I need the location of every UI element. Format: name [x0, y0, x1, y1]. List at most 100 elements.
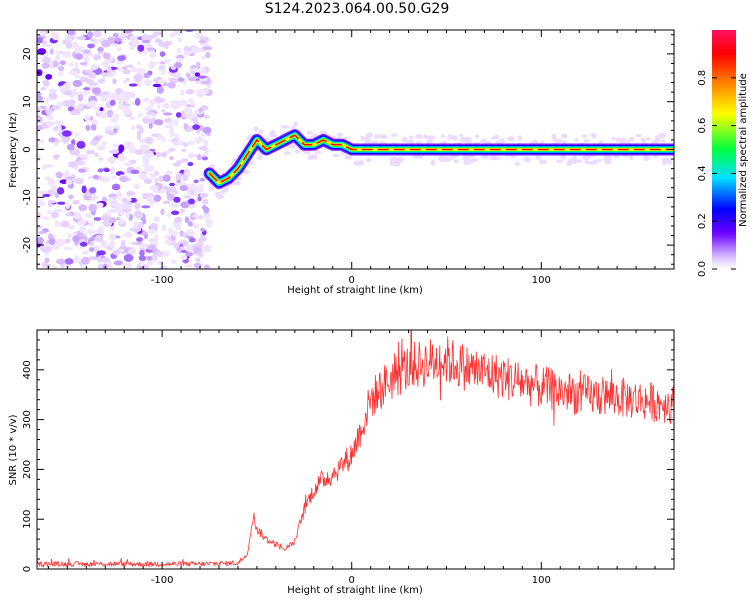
noise-blob — [68, 62, 74, 67]
haze-blob — [552, 137, 558, 142]
spectrogram-xtick-label: -100 — [151, 275, 174, 286]
noise-blob — [199, 185, 204, 192]
noise-blob — [117, 67, 123, 72]
haze-blob — [353, 160, 361, 166]
haze-blob — [532, 139, 538, 144]
haze-blob — [474, 134, 480, 139]
noise-blob — [110, 175, 118, 180]
noise-blob — [60, 134, 71, 143]
noise-blob — [93, 216, 102, 221]
noise-blob — [76, 35, 87, 41]
noise-blob — [108, 93, 117, 101]
noise-blob — [139, 243, 148, 249]
noise-blob — [67, 233, 72, 239]
noise-blob — [139, 249, 145, 257]
noise-blob — [67, 161, 78, 168]
noise-blob — [192, 223, 200, 229]
noise-blob — [128, 146, 138, 154]
noise-blob — [118, 98, 124, 106]
haze-blob — [401, 136, 408, 142]
noise-blob — [40, 86, 47, 91]
haze-blob — [581, 134, 588, 138]
noise-blob — [176, 247, 182, 252]
haze-blob — [523, 156, 531, 163]
noise-blob — [114, 37, 122, 42]
noise-blob — [164, 239, 173, 245]
noise-blob — [72, 79, 83, 88]
haze-blob — [507, 136, 515, 142]
noise-blob — [192, 124, 201, 130]
noise-blob — [97, 263, 103, 269]
noise-blob — [37, 153, 40, 162]
noise-blob — [79, 62, 88, 66]
haze-blob — [257, 154, 263, 161]
noise-blob — [190, 65, 197, 69]
noise-blob — [114, 112, 119, 121]
noise-blob — [55, 171, 63, 178]
noise-blob — [83, 87, 91, 91]
noise-blob — [37, 91, 42, 97]
noise-blob — [144, 136, 154, 144]
noise-blob — [109, 149, 120, 154]
noise-blob — [169, 132, 176, 138]
noise-blob — [122, 69, 131, 75]
haze-blob — [635, 133, 642, 138]
noise-blob — [48, 92, 58, 100]
noise-blob — [106, 109, 114, 118]
noise-blob — [89, 100, 97, 107]
noise-blob — [186, 141, 196, 145]
noise-blob — [44, 163, 55, 168]
noise-blob — [203, 264, 210, 269]
noise-blob — [88, 71, 97, 79]
noise-blob — [163, 235, 170, 239]
noise-blob — [201, 156, 209, 161]
noise-blob — [170, 259, 177, 264]
haze-blob — [377, 134, 384, 139]
noise-blob — [179, 185, 189, 192]
haze-blob — [363, 136, 371, 141]
noise-blob — [51, 244, 61, 250]
noise-blob — [180, 208, 186, 213]
noise-blob — [86, 229, 97, 234]
noise-blob — [98, 157, 104, 161]
noise-blob — [103, 168, 110, 173]
haze-blob — [655, 137, 661, 143]
noise-blob — [129, 197, 137, 203]
noise-blob — [169, 156, 174, 161]
noise-blob — [57, 124, 62, 132]
noise-blob — [51, 265, 58, 269]
colorbar: 0.0 0.2 0.4 0.6 0.8 Normalized spectral ampl… — [697, 30, 749, 277]
noise-blob — [199, 192, 209, 198]
noise-blob — [68, 70, 79, 76]
noise-blob — [137, 44, 145, 52]
haze-blob — [660, 139, 666, 144]
noise-blob — [196, 153, 202, 161]
noise-blob — [165, 170, 173, 175]
noise-blob — [55, 258, 66, 265]
haze-blob — [605, 154, 613, 159]
noise-blob — [175, 133, 180, 140]
noise-blob — [134, 98, 141, 106]
noise-blob — [175, 173, 182, 181]
noise-blob — [37, 142, 41, 147]
noise-blob — [81, 185, 87, 194]
noise-blob — [90, 124, 97, 131]
haze-blob — [307, 155, 314, 160]
noise-blob — [37, 116, 43, 124]
noise-blob — [128, 227, 138, 232]
haze-blob — [629, 155, 634, 161]
noise-blob — [202, 198, 209, 205]
noise-blob — [172, 30, 183, 36]
haze-blob — [370, 140, 379, 145]
noise-blob — [126, 92, 134, 98]
noise-blob — [119, 175, 129, 183]
haze-blob — [555, 159, 564, 163]
colorbar-tick-label: 0.2 — [697, 213, 708, 229]
haze-blob — [214, 191, 222, 196]
noise-blob — [185, 252, 194, 257]
noise-blob — [156, 104, 161, 109]
noise-blob — [62, 39, 67, 45]
noise-blob — [147, 244, 157, 251]
noise-blob — [146, 47, 156, 51]
